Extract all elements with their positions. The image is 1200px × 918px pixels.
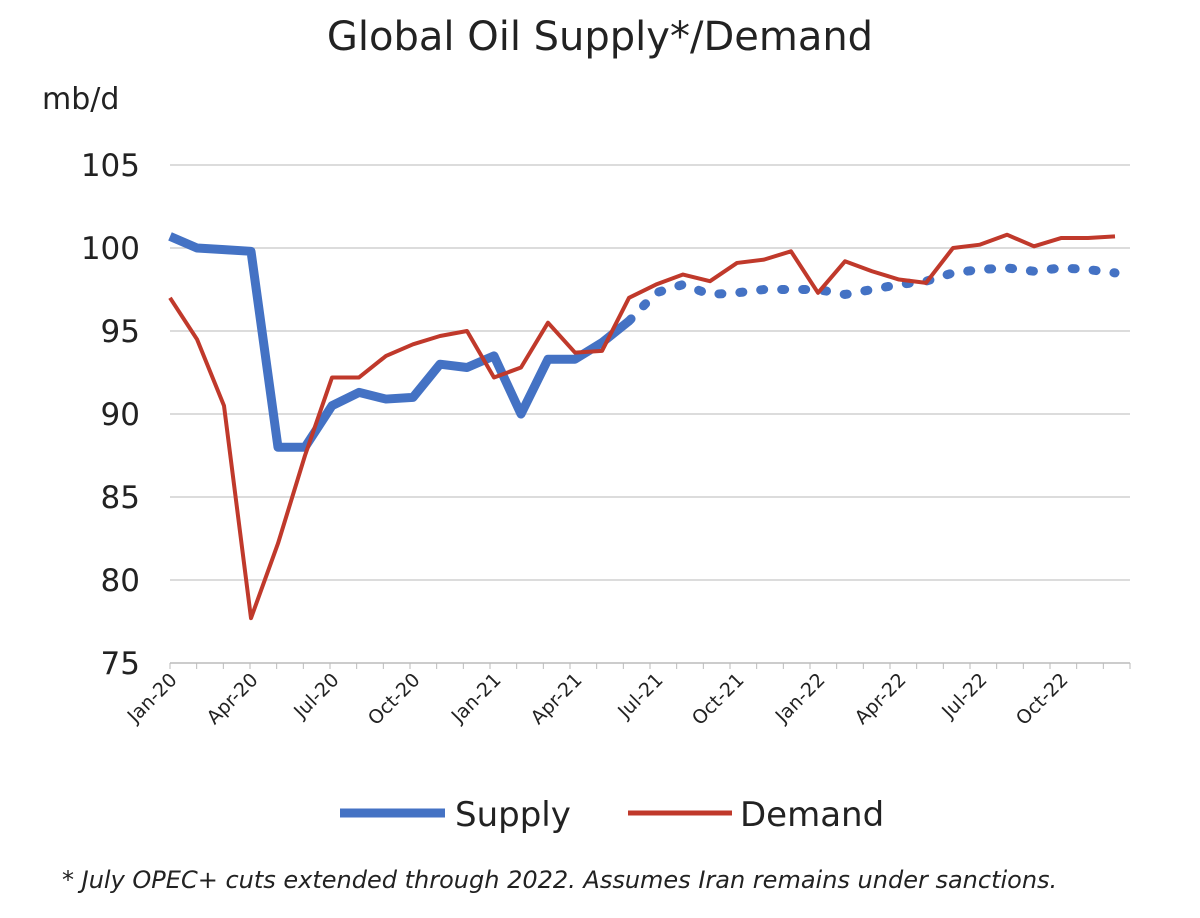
footnote: * July OPEC+ cuts extended through 2022.… bbox=[62, 866, 1058, 894]
y-tick-label: 105 bbox=[81, 148, 140, 184]
demand-line bbox=[168, 232, 1116, 621]
y-tick-label: 90 bbox=[101, 397, 140, 433]
x-tick-label: Jul-21 bbox=[613, 669, 667, 723]
x-tick-label: Jan-21 bbox=[447, 669, 506, 728]
chart-title: Global Oil Supply*/Demand bbox=[326, 14, 874, 60]
legend-label-supply: Supply bbox=[455, 795, 571, 835]
y-tick-label: 75 bbox=[101, 646, 140, 682]
legend-label-demand: Demand bbox=[740, 795, 884, 835]
y-tick-label: 85 bbox=[101, 480, 140, 516]
x-tick-label: Jul-20 bbox=[289, 669, 343, 723]
y-tick-label: 80 bbox=[101, 563, 140, 599]
x-tick-label: Jul-22 bbox=[937, 669, 991, 723]
supply-line-actual bbox=[168, 232, 632, 452]
x-tick-label: Oct-20 bbox=[364, 669, 425, 730]
y-axis-unit: mb/d bbox=[42, 82, 120, 117]
x-tick-label: Jan-22 bbox=[771, 669, 830, 728]
supply-line-forecast bbox=[624, 263, 1120, 326]
x-tick-label: Oct-21 bbox=[688, 669, 749, 730]
x-tick-label: Apr-21 bbox=[527, 669, 587, 729]
y-tick-label: 100 bbox=[81, 231, 140, 267]
y-tick-label: 95 bbox=[101, 314, 140, 350]
x-tick-label: Apr-20 bbox=[203, 669, 263, 729]
x-tick-label: Apr-22 bbox=[851, 669, 911, 729]
x-tick-label: Oct-22 bbox=[1012, 669, 1073, 730]
